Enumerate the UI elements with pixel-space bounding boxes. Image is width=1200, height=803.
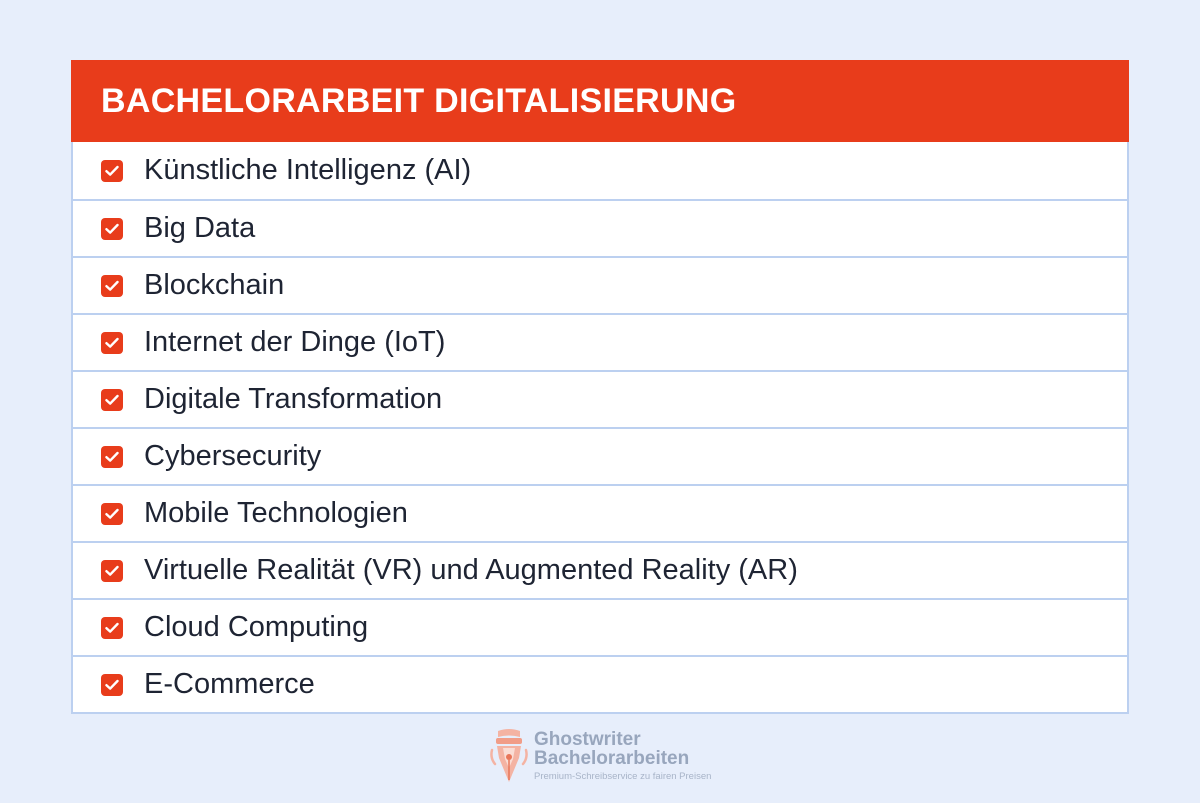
list-item-label: E-Commerce: [144, 668, 315, 700]
logo-text: Ghostwriter Bachelorarbeiten Premium-Sch…: [534, 730, 711, 782]
logo-tagline: Premium-Schreibservice zu fairen Preisen: [534, 771, 712, 782]
logo-line2: Bachelorarbeiten: [534, 748, 690, 769]
list-item-label: Internet der Dinge (IoT): [144, 326, 446, 358]
brand-logo: Ghostwriter Bachelorarbeiten Premium-Sch…: [490, 728, 711, 784]
list-item-label: Virtuelle Realität (VR) und Augmented Re…: [144, 554, 798, 586]
list-item: Digitale Transformation: [73, 370, 1127, 427]
list-item-label: Mobile Technologien: [144, 497, 408, 529]
logo-line1: Ghostwriter: [534, 729, 641, 750]
checkbox-checked-icon: [101, 673, 123, 696]
topic-card: BACHELORARBEIT DIGITALISIERUNG Künstlich…: [71, 60, 1129, 714]
list-item: Internet der Dinge (IoT): [73, 313, 1127, 370]
checkbox-checked-icon: [101, 274, 123, 297]
list-item: Big Data: [73, 199, 1127, 256]
checkbox-checked-icon: [101, 445, 123, 468]
checkbox-checked-icon: [101, 331, 123, 354]
checkbox-checked-icon: [101, 502, 123, 525]
list-item-label: Digitale Transformation: [144, 383, 443, 415]
checkbox-checked-icon: [101, 159, 123, 182]
list-item: Mobile Technologien: [73, 484, 1127, 541]
list-item-label: Cloud Computing: [144, 611, 369, 643]
list-item: Virtuelle Realität (VR) und Augmented Re…: [73, 541, 1127, 598]
checkbox-checked-icon: [101, 559, 123, 582]
list-item: E-Commerce: [73, 655, 1127, 712]
list-item-label: Cybersecurity: [144, 440, 322, 472]
checkbox-checked-icon: [101, 616, 123, 639]
topic-list: Künstliche Intelligenz (AI) Big Data Block…: [71, 142, 1129, 714]
checkbox-checked-icon: [101, 388, 123, 411]
list-item-label: Big Data: [144, 212, 256, 244]
card-header: BACHELORARBEIT DIGITALISIERUNG: [71, 60, 1129, 142]
checkbox-checked-icon: [101, 217, 123, 240]
card-title: BACHELORARBEIT DIGITALISIERUNG: [101, 81, 737, 120]
list-item-label: Blockchain: [144, 269, 285, 301]
list-item: Cybersecurity: [73, 427, 1127, 484]
list-item-label: Künstliche Intelligenz (AI): [144, 154, 472, 186]
list-item: Blockchain: [73, 256, 1127, 313]
pen-nib-icon: [490, 729, 528, 782]
list-item: Künstliche Intelligenz (AI): [73, 142, 1127, 199]
list-item: Cloud Computing: [73, 598, 1127, 655]
